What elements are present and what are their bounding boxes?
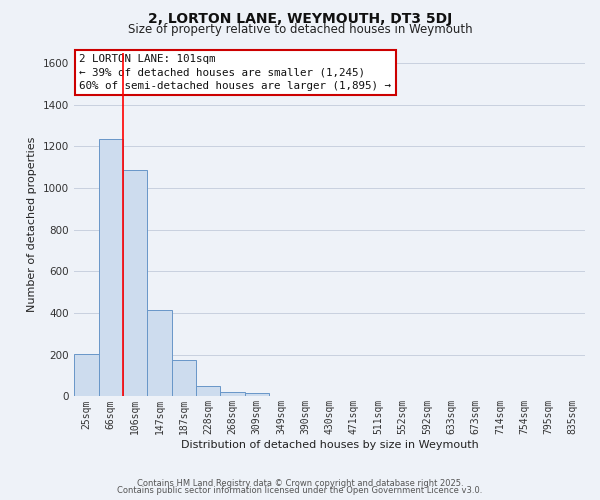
Bar	[148, 310, 172, 396]
Text: Contains HM Land Registry data © Crown copyright and database right 2025.: Contains HM Land Registry data © Crown c…	[137, 478, 463, 488]
Text: Contains public sector information licensed under the Open Government Licence v3: Contains public sector information licen…	[118, 486, 482, 495]
Text: 2, LORTON LANE, WEYMOUTH, DT3 5DJ: 2, LORTON LANE, WEYMOUTH, DT3 5DJ	[148, 12, 452, 26]
Bar	[196, 386, 220, 396]
Bar	[123, 170, 148, 396]
Bar	[98, 139, 123, 396]
Bar	[220, 392, 245, 396]
Bar	[74, 354, 98, 397]
X-axis label: Distribution of detached houses by size in Weymouth: Distribution of detached houses by size …	[181, 440, 479, 450]
Text: Size of property relative to detached houses in Weymouth: Size of property relative to detached ho…	[128, 22, 472, 36]
Text: 2 LORTON LANE: 101sqm
← 39% of detached houses are smaller (1,245)
60% of semi-d: 2 LORTON LANE: 101sqm ← 39% of detached …	[79, 54, 391, 90]
Bar	[245, 392, 269, 396]
Bar	[172, 360, 196, 397]
Y-axis label: Number of detached properties: Number of detached properties	[27, 137, 37, 312]
